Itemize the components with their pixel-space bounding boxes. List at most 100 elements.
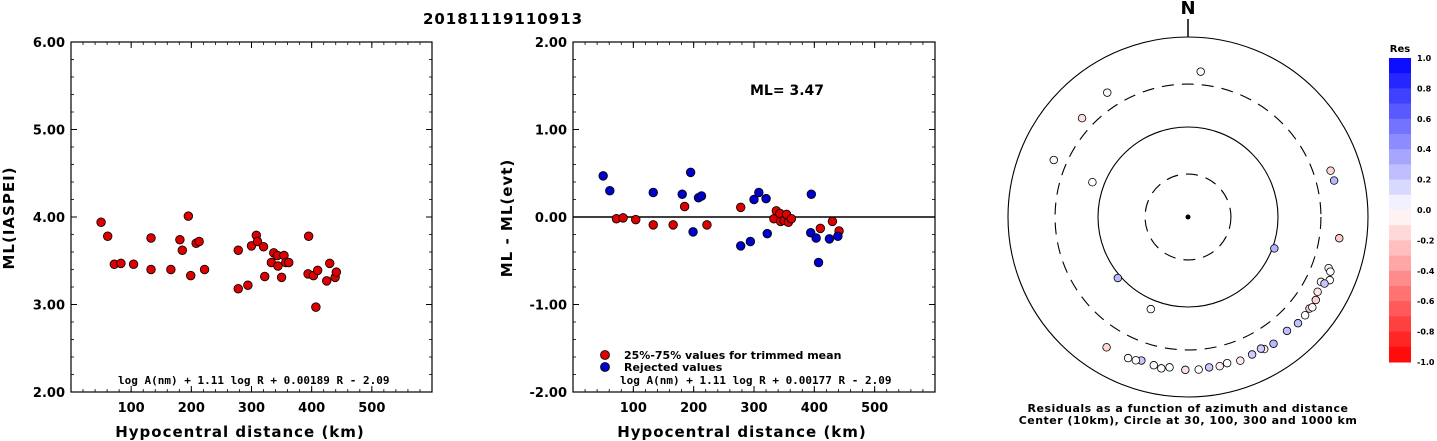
colorbar-tick-label: -1.0 <box>1417 358 1435 367</box>
left-x-axis-label: Hypocentral distance (km) <box>115 423 365 441</box>
azimuth-point <box>1146 304 1155 314</box>
trimmed-point <box>827 216 838 227</box>
ml-point <box>311 302 321 312</box>
trimmed-point <box>631 214 641 225</box>
colorbar-swatches <box>1389 58 1411 363</box>
azimuth-point <box>1282 326 1292 336</box>
polar-points <box>1049 67 1344 375</box>
middle-y-tick-label: -2.00 <box>530 386 567 401</box>
ml-point <box>331 267 342 277</box>
colorbar-swatch <box>1389 149 1411 165</box>
ml-point <box>258 242 269 252</box>
colorbar-tick-label: -0.2 <box>1417 236 1435 245</box>
colorbar-tick-label: 0.0 <box>1417 206 1432 215</box>
ml-point <box>273 261 283 271</box>
polar-caption-line2: Center (10km), Circle at 30, 100, 300 an… <box>1019 414 1358 427</box>
colorbar-swatch <box>1389 255 1411 272</box>
azimuth-point <box>1165 363 1174 372</box>
azimuth-point <box>1215 361 1224 371</box>
ml-point <box>146 233 156 243</box>
azimuth-point <box>1049 155 1058 165</box>
colorbar-swatch <box>1389 179 1411 196</box>
ml-point <box>233 284 243 294</box>
colorbar-swatch <box>1389 286 1411 302</box>
ring-300km <box>1054 83 1322 351</box>
colorbar-swatch <box>1389 331 1411 348</box>
colorbar-tick-label: -0.6 <box>1417 297 1435 306</box>
colorbar: Res 1.0 0.8 0.6 0.4 0.2 0.0 -0.2 -0.4 -0.6 -0.8 -1… <box>1389 44 1435 367</box>
colorbar-swatch <box>1389 88 1411 105</box>
middle-y-tick-label: 2.00 <box>535 36 567 51</box>
legend-label-rejected: Rejected values <box>624 361 723 374</box>
ml-point <box>194 236 204 247</box>
rejected-point <box>762 228 772 239</box>
azimuth-point <box>1194 365 1203 374</box>
azimuth-point <box>1326 267 1335 276</box>
left-y-tick-label: 2.00 <box>33 386 65 401</box>
north-label: N <box>1180 0 1195 19</box>
colorbar-tick-label: 1.0 <box>1417 54 1432 63</box>
middle-x-tick-label: 400 <box>801 401 828 416</box>
ml-point <box>146 264 156 275</box>
colorbar-swatch <box>1389 134 1411 150</box>
colorbar-swatch <box>1389 270 1411 287</box>
ml-point <box>260 271 270 282</box>
left-points <box>96 211 342 312</box>
ml-point <box>175 235 185 245</box>
trimmed-point <box>786 214 797 224</box>
azimuth-point <box>1247 350 1257 359</box>
azimuth-point <box>1196 67 1205 76</box>
ml-point <box>177 245 188 255</box>
azimuth-point <box>1088 178 1097 187</box>
ml-point <box>233 245 243 255</box>
left-y-tick-label: 6.00 <box>33 36 65 51</box>
middle-y-axis-label: ML - ML(evt) <box>498 159 516 277</box>
colorbar-tick-label: 0.6 <box>1417 115 1432 124</box>
middle-y-tick-label: 1.00 <box>535 124 567 139</box>
ml-point <box>103 231 113 241</box>
rejected-point <box>598 171 608 181</box>
colorbar-swatch <box>1389 194 1411 211</box>
rejected-point <box>754 187 764 198</box>
ring-100km <box>1097 126 1279 308</box>
colorbar-swatch <box>1389 58 1411 74</box>
colorbar-swatch <box>1389 301 1411 317</box>
azimuth-point <box>1131 356 1141 365</box>
polar-panel: N Residuals as a function of azimuth and… <box>1007 0 1369 427</box>
ml-point <box>303 231 314 241</box>
colorbar-swatch <box>1389 316 1411 333</box>
trimmed-point <box>618 213 628 223</box>
colorbar-swatch <box>1389 103 1411 120</box>
azimuth-point <box>1236 356 1245 365</box>
rejected-point <box>806 189 817 199</box>
azimuth-point <box>1293 319 1303 328</box>
rejected-point <box>813 257 824 268</box>
middle-x-axis-label: Hypocentral distance (km) <box>617 423 867 441</box>
azimuth-point <box>1181 365 1190 375</box>
polar-rings <box>1007 36 1369 398</box>
trimmed-point <box>648 220 658 230</box>
ml-point <box>186 270 196 281</box>
rejected-point <box>648 187 658 198</box>
azimuth-point <box>1256 344 1266 353</box>
trimmed-point <box>815 223 826 234</box>
polar-caption-line1: Residuals as a function of azimuth and d… <box>1028 402 1349 415</box>
rejected-point <box>677 189 687 199</box>
ml-point <box>116 258 126 269</box>
legend-marker-trimmed <box>600 350 610 360</box>
ring-30km <box>1144 173 1232 261</box>
azimuth-point <box>1308 303 1317 312</box>
colorbar-tick-label: -0.8 <box>1417 328 1435 337</box>
colorbar-tick-label: 0.4 <box>1417 145 1432 154</box>
azimuth-point <box>1103 88 1112 97</box>
trimmed-point <box>668 220 678 230</box>
rejected-point <box>736 241 746 251</box>
left-y-axis-label: ML(IASPEI) <box>0 166 18 269</box>
middle-y-tick-label: 0.00 <box>535 211 567 226</box>
azimuth-point <box>1335 234 1344 243</box>
colorbar-title: Res <box>1390 44 1410 55</box>
trimmed-point <box>736 202 746 213</box>
rejected-point <box>833 231 843 241</box>
colorbar-swatch <box>1389 240 1411 257</box>
